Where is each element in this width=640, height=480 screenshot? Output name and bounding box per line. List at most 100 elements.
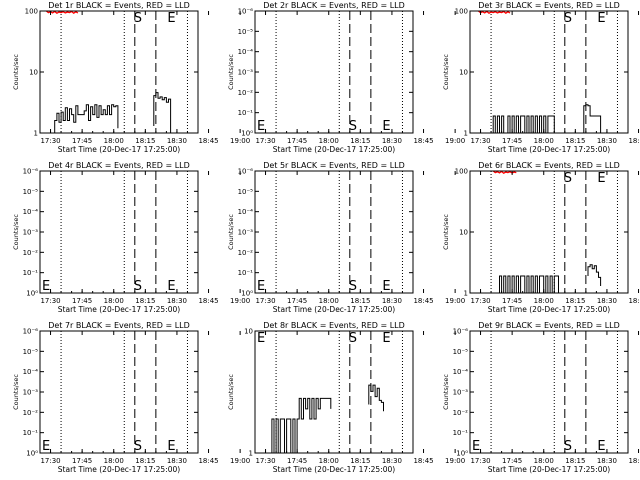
events-series-line [587,264,602,286]
y-tick-label: 10⁻⁵ [23,188,39,196]
y-axis-label: Counts/sec [442,374,450,410]
y-tick-label: 10⁻¹ [23,269,39,277]
y-tick-label: 10⁰ [241,290,253,298]
x-tick-label: 18:45 [413,297,433,305]
y-tick-label: 10⁻⁶ [453,328,469,336]
x-tick-label: 18:45 [413,457,433,465]
x-axis-label: Start Time (20-Dec-17 17:25:00) [488,145,610,154]
panel-title: Det 2r BLACK = Events, RED = LLD [263,1,405,10]
x-tick-label: 18:30 [167,137,187,145]
y-tick-label: 10⁰ [456,450,468,458]
panel-title: Det 1r BLACK = Events, RED = LLD [48,1,190,10]
y-tick-label: 1 [249,450,253,458]
y-tick-label: 10⁰ [241,130,253,138]
events-series-line [54,104,119,133]
plot-frame [469,170,629,294]
y-tick-label: 10⁻³ [453,389,469,397]
x-axis-label: Start Time (20-Dec-17 17:25:00) [58,465,180,474]
start-marker-label: S [349,279,357,294]
x-axis-label: Start Time (20-Dec-17 17:25:00) [273,465,395,474]
x-axis-label: Start Time (20-Dec-17 17:25:00) [273,145,395,154]
end-marker-label: E [257,331,265,346]
end-marker-label: E [597,171,605,186]
end-marker-label: E [597,439,605,454]
x-tick-label: 18:00 [104,297,124,305]
x-tick-label: 17:30 [255,297,275,305]
x-tick-label: 18:30 [597,297,617,305]
y-tick-label: 10⁻⁶ [23,328,39,336]
end-marker-label: E [382,331,390,346]
events-series-line [153,92,172,133]
y-tick-label: 100 [455,8,468,16]
y-tick-label: 10⁻⁴ [23,368,39,376]
x-tick-label: 18:45 [628,137,640,145]
start-marker-label: S [564,11,572,26]
plot-frame [469,330,629,454]
panel-title: Det 4r BLACK = Events, RED = LLD [48,161,190,170]
end-marker-label: E [597,11,605,26]
start-marker-label: S [134,11,142,26]
x-tick-label: 19:00 [445,137,465,145]
x-tick-label: 17:30 [470,457,490,465]
x-tick-label: 17:45 [72,457,92,465]
y-axis-label: Counts/sec [227,374,235,410]
y-tick-label: 10⁻² [238,249,254,257]
plot-frame [254,330,414,454]
x-axis-label: Start Time (20-Dec-17 17:25:00) [488,465,610,474]
x-tick-label: 17:30 [255,457,275,465]
y-tick-label: 100 [455,168,468,176]
y-axis-label: Counts/sec [442,54,450,90]
y-tick-label: 10⁻⁵ [238,188,254,196]
end-marker-label: E [257,119,265,134]
x-tick-label: 18:45 [198,457,218,465]
x-tick-label: 17:45 [72,297,92,305]
y-tick-label: 10⁻⁶ [238,8,254,16]
x-tick-label: 18:15 [565,457,585,465]
events-series-line [368,384,384,412]
y-tick-label: 10 [459,69,468,77]
y-tick-label: 10⁻⁴ [23,208,39,216]
x-tick-label: 18:00 [319,297,339,305]
x-tick-label: 18:00 [319,457,339,465]
panel-det-2r: Det 2r BLACK = Events, RED = LLD E S E 10⁰ 10… [227,1,465,154]
y-tick-label: 10⁰ [26,450,38,458]
y-tick-label: 10⁰ [26,290,38,298]
y-tick-label: 10⁻³ [238,69,254,77]
x-tick-label: 18:15 [350,457,370,465]
x-tick-label: 18:45 [198,137,218,145]
x-tick-label: 18:00 [319,137,339,145]
y-tick-label: 10⁻³ [23,229,39,237]
x-tick-label: 17:30 [40,137,60,145]
x-tick-label: 18:00 [534,457,554,465]
y-axis-label: Counts/sec [12,214,20,250]
y-tick-label: 10 [29,69,38,77]
panel-det-5r: Det 5r BLACK = Events, RED = LLD E S E 10⁰ 10… [227,161,465,314]
y-tick-label: 10⁻¹ [238,269,254,277]
x-tick-label: 19:00 [230,457,250,465]
panel-title: Det 3r BLACK = Events, RED = LLD [478,1,620,10]
x-tick-label: 17:45 [287,297,307,305]
x-tick-label: 19:00 [445,457,465,465]
x-tick-label: 18:15 [350,297,370,305]
y-tick-label: 1 [34,130,38,138]
x-tick-label: 17:30 [470,137,490,145]
y-tick-label: 10⁻⁵ [238,28,254,36]
x-tick-label: 17:45 [72,137,92,145]
x-tick-label: 17:45 [502,457,522,465]
x-tick-label: 18:45 [628,457,640,465]
panel-title: Det 7r BLACK = Events, RED = LLD [48,321,190,330]
y-tick-label: 10⁻⁴ [238,48,254,56]
x-tick-label: 18:45 [628,297,640,305]
x-tick-label: 18:15 [135,457,155,465]
end-marker-label: E [167,279,175,294]
x-tick-label: 17:45 [287,457,307,465]
start-marker-label: S [134,439,142,454]
x-tick-label: 17:30 [255,137,275,145]
panel-title: Det 9r BLACK = Events, RED = LLD [478,321,620,330]
x-tick-label: 18:15 [565,137,585,145]
end-marker-label: E [42,279,50,294]
x-tick-label: 18:45 [198,297,218,305]
x-tick-label: 18:15 [350,137,370,145]
